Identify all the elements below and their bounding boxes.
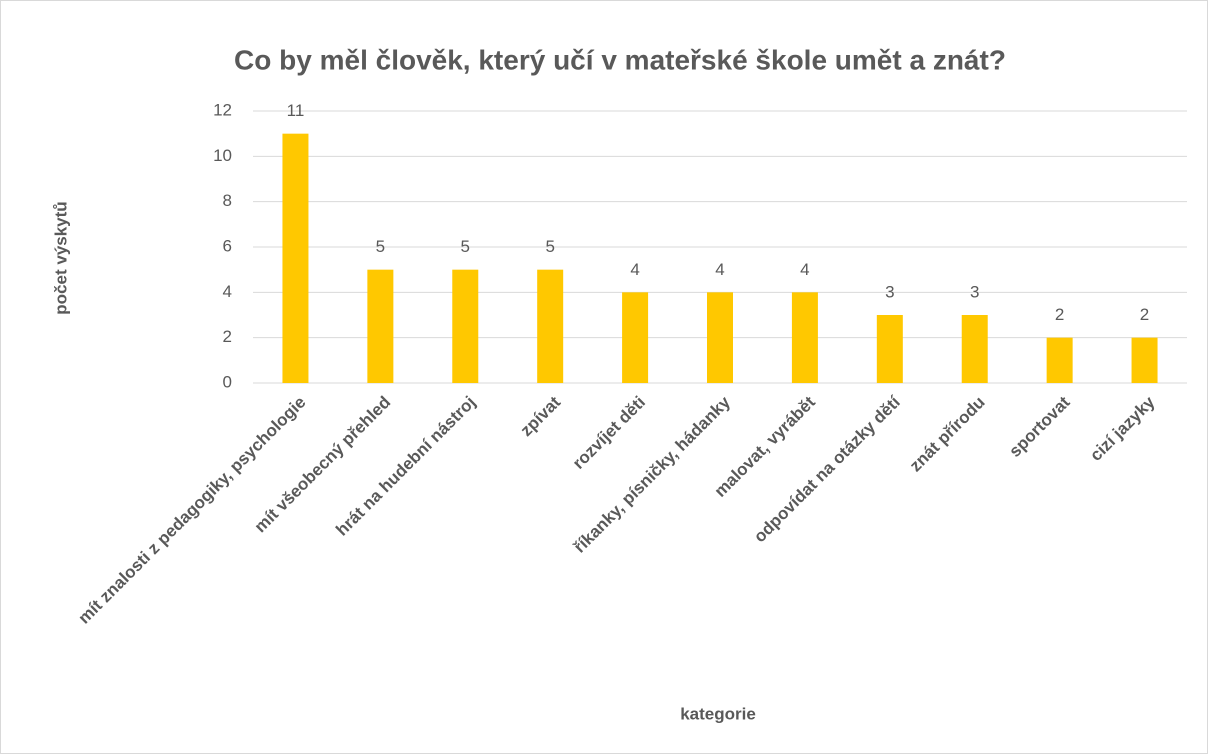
bar — [1046, 337, 1073, 383]
data-label: 2 — [1055, 305, 1064, 324]
data-label: 11 — [287, 101, 305, 120]
y-tick-label: 4 — [223, 282, 232, 301]
data-label: 5 — [461, 237, 470, 256]
y-tick-label: 10 — [213, 146, 232, 165]
bar — [707, 292, 733, 383]
data-label: 4 — [715, 260, 724, 279]
x-axis-label: kategorie — [680, 704, 756, 723]
bar — [876, 315, 903, 383]
y-tick-label: 2 — [223, 327, 232, 346]
chart-title: Co by měl člověk, který učí v mateřské š… — [234, 44, 1006, 75]
y-axis-label: počet výskytů — [51, 201, 70, 314]
data-label: 3 — [970, 282, 979, 301]
bar — [367, 269, 394, 383]
data-label: 2 — [1140, 305, 1149, 324]
data-label: 5 — [545, 237, 554, 256]
bar — [1131, 337, 1158, 383]
bar — [961, 315, 988, 383]
bar — [537, 269, 564, 383]
bar — [452, 269, 479, 383]
data-label: 4 — [800, 260, 809, 279]
bar — [282, 133, 309, 383]
y-tick-label: 12 — [213, 100, 232, 119]
bar — [622, 292, 649, 383]
data-label: 5 — [376, 237, 385, 256]
y-tick-label: 6 — [223, 236, 232, 255]
y-tick-label: 8 — [223, 191, 232, 210]
data-label: 4 — [630, 260, 639, 279]
data-label: 3 — [885, 282, 894, 301]
bar — [791, 292, 818, 383]
y-tick-label: 0 — [223, 372, 232, 391]
